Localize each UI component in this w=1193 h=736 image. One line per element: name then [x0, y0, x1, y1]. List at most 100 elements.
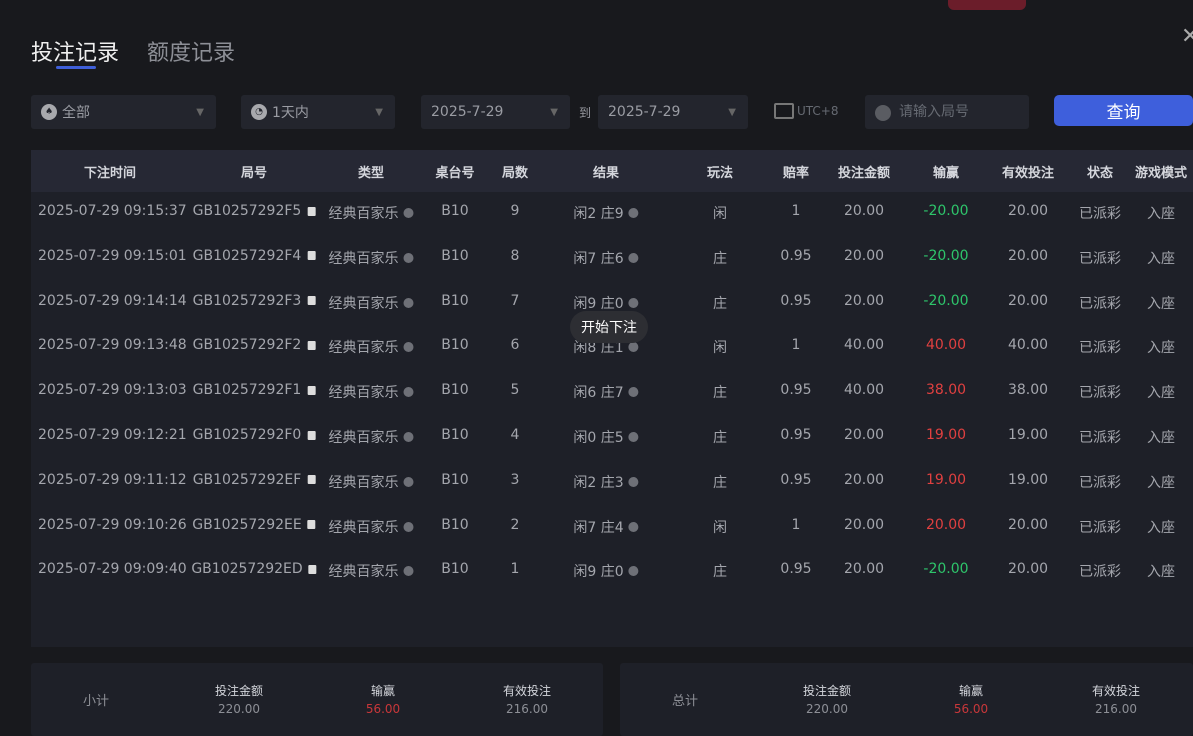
- bet-type-text: 闲: [713, 206, 727, 222]
- copy-icon[interactable]: [308, 564, 317, 574]
- copy-icon[interactable]: [307, 206, 316, 216]
- video-icon[interactable]: [403, 297, 414, 308]
- column-header-odds: 赔率: [782, 166, 810, 181]
- cell-round-id[interactable]: GB10257292F2: [193, 337, 316, 353]
- win-loss-text: 19.00: [925, 427, 967, 443]
- info-icon[interactable]: [628, 521, 639, 532]
- game-mode-text: 入座: [1147, 385, 1175, 402]
- cell-valid-bet: 20.00: [1008, 203, 1048, 219]
- video-icon[interactable]: [403, 342, 414, 353]
- active-tab-indicator: [56, 66, 96, 69]
- cell-table-no: B10: [441, 517, 468, 533]
- bet-time-text: 2025-07-29 09:09:40: [38, 561, 187, 578]
- cell-status: 已派彩: [1079, 203, 1121, 223]
- cell-bet-amount: 20.00: [844, 248, 884, 264]
- game-select[interactable]: ♠ 全部 ▼: [31, 95, 216, 129]
- column-header-round-id: 局号: [240, 166, 268, 181]
- win-loss-text: 19.00: [925, 471, 967, 488]
- game-type-text: 经典百家乐: [328, 206, 399, 222]
- cell-game-mode: 入座: [1147, 561, 1175, 581]
- total-valid-label: 有效投注: [1091, 684, 1141, 698]
- spade-icon: ♠: [41, 104, 57, 120]
- cell-status: 已派彩: [1079, 472, 1121, 492]
- subtotal-valid-label: 有效投注: [502, 684, 552, 698]
- timezone[interactable]: UTC+8: [774, 103, 838, 119]
- win-loss-text: 20.00: [925, 516, 967, 533]
- round-no-text: 8: [510, 247, 520, 264]
- cell-win-loss: 38.00: [926, 382, 966, 398]
- cell-result: 闲7 庄6: [573, 248, 639, 268]
- cell-valid-bet: 20.00: [1008, 293, 1048, 309]
- date-from-select[interactable]: 2025-7-29 ▼: [421, 95, 570, 129]
- subtotal-bet: 220.00: [218, 702, 260, 716]
- table-no-text: B10: [441, 516, 469, 533]
- video-icon[interactable]: [403, 521, 414, 532]
- game-mode-text: 入座: [1147, 250, 1175, 267]
- copy-icon[interactable]: [307, 430, 316, 440]
- cell-bet-time: 2025-07-29 09:10:26: [38, 517, 187, 533]
- info-icon[interactable]: [628, 297, 639, 308]
- video-icon[interactable]: [403, 432, 414, 442]
- video-icon[interactable]: [403, 208, 414, 218]
- tab-credit-records[interactable]: 额度记录: [147, 41, 236, 66]
- video-icon[interactable]: [403, 252, 414, 263]
- cell-round-id[interactable]: GB10257292F4: [193, 248, 316, 264]
- cell-round-no: 9: [511, 203, 520, 219]
- cell-table-no: B10: [441, 203, 468, 219]
- cell-status: 已派彩: [1079, 337, 1121, 357]
- status-text: 已派彩: [1079, 430, 1121, 446]
- column-header-valid-bet: 有效投注: [1001, 166, 1055, 181]
- info-icon[interactable]: [628, 252, 639, 263]
- result-text: 闲9 庄0: [573, 295, 624, 312]
- info-icon[interactable]: [628, 342, 639, 353]
- video-icon[interactable]: [403, 566, 414, 577]
- info-icon[interactable]: [628, 432, 639, 442]
- cell-round-id[interactable]: GB10257292F0: [193, 427, 316, 443]
- total-label: 总计: [672, 694, 699, 709]
- clock-icon: ◔: [251, 104, 267, 120]
- cell-round-id[interactable]: GB10257292F1: [193, 382, 316, 398]
- cell-valid-bet: 38.00: [1008, 382, 1048, 398]
- copy-icon[interactable]: [307, 385, 316, 395]
- tab-bet-records[interactable]: 投注记录: [31, 41, 120, 66]
- date-to-select[interactable]: 2025-7-29 ▼: [598, 95, 748, 129]
- copy-icon[interactable]: [307, 296, 316, 306]
- tooltip: 开始下注: [570, 311, 648, 343]
- copy-icon[interactable]: [307, 340, 316, 350]
- brand-logo: [948, 0, 1026, 10]
- round-id-text: GB10257292F1: [192, 382, 302, 399]
- subtotal-win-label: 输赢: [370, 684, 396, 698]
- copy-icon[interactable]: [307, 251, 316, 261]
- valid-bet-text: 40.00: [1007, 337, 1049, 354]
- cell-odds: 0.95: [780, 427, 811, 443]
- cell-round-id[interactable]: GB10257292EE: [192, 517, 316, 533]
- cell-status: 已派彩: [1079, 248, 1121, 268]
- game-type-text: 经典百家乐: [328, 519, 399, 536]
- total-valid: 216.00: [1095, 702, 1137, 716]
- bet-type-text: 庄: [713, 295, 727, 312]
- copy-icon[interactable]: [307, 475, 316, 485]
- result-text: 闲2 庄9: [573, 206, 624, 222]
- cell-round-id[interactable]: GB10257292F3: [193, 293, 316, 309]
- cell-odds: 1: [792, 337, 801, 353]
- period-select[interactable]: ◔ 1天内 ▼: [241, 95, 395, 129]
- copy-icon[interactable]: [307, 520, 316, 530]
- round-id-search-input[interactable]: [865, 95, 1029, 129]
- cell-round-id[interactable]: GB10257292EF: [193, 472, 316, 488]
- video-icon[interactable]: [403, 476, 414, 487]
- table-no-text: B10: [441, 292, 469, 309]
- info-icon[interactable]: [628, 387, 639, 398]
- close-icon[interactable]: ✕: [1181, 24, 1193, 49]
- cell-round-id[interactable]: GB10257292ED: [191, 561, 317, 577]
- game-mode-text: 入座: [1147, 564, 1175, 581]
- info-icon[interactable]: [628, 566, 639, 577]
- cell-win-loss: -20.00: [923, 293, 968, 309]
- cell-round-id[interactable]: GB10257292F5: [193, 203, 316, 219]
- game-type-text: 经典百家乐: [328, 385, 399, 402]
- video-icon[interactable]: [403, 387, 414, 398]
- info-icon[interactable]: [628, 208, 639, 218]
- query-button[interactable]: 查询: [1054, 95, 1193, 126]
- total-bet-label: 投注金额: [802, 684, 852, 698]
- cell-odds: 1: [792, 517, 801, 533]
- info-icon[interactable]: [628, 476, 639, 487]
